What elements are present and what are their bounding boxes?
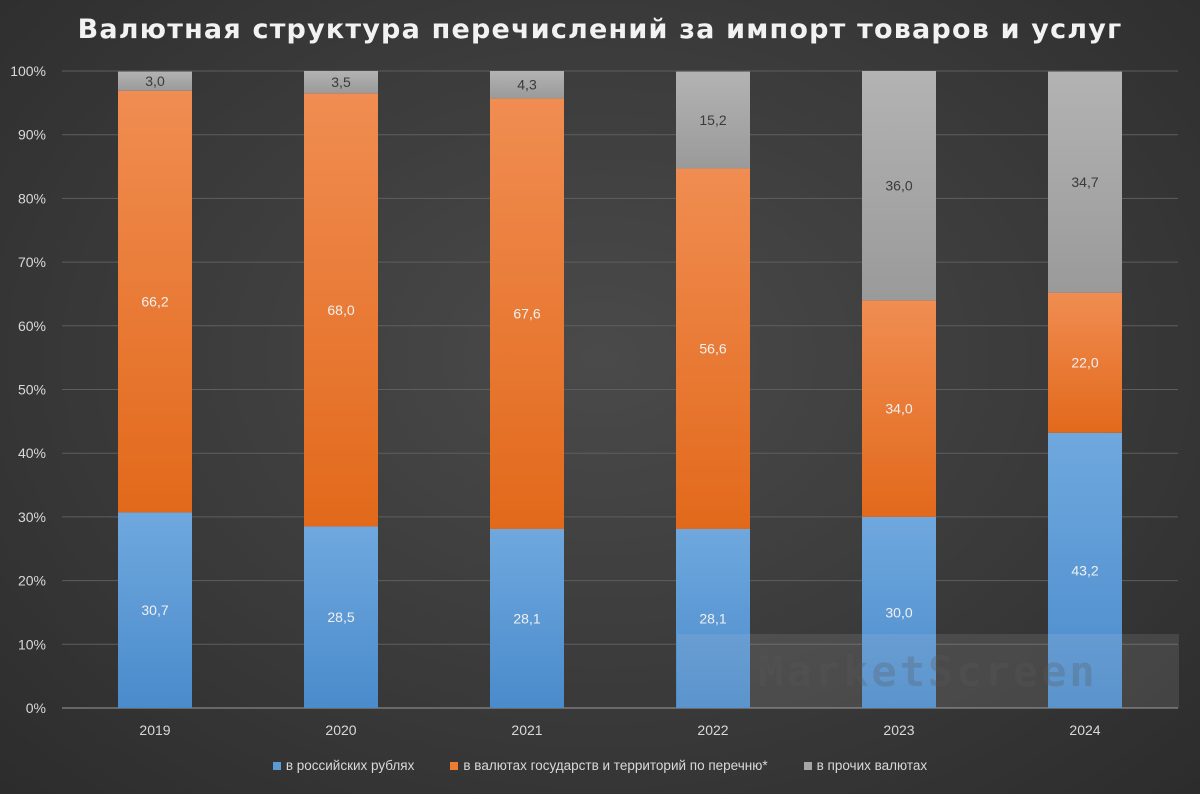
data-label-2021-series-3: 4,3 xyxy=(517,77,537,93)
data-label-2019-series-1: 30,7 xyxy=(141,602,168,618)
bar-segment-2019-series-2 xyxy=(118,90,192,513)
bar-segment-2020-series-2 xyxy=(304,93,378,527)
data-label-2024-series-3: 34,7 xyxy=(1071,174,1098,190)
legend-label: в валютах государств и территорий по пер… xyxy=(463,758,768,773)
data-label-2021-series-2: 67,6 xyxy=(513,306,540,322)
bar-segment-2024-series-1 xyxy=(1048,432,1122,708)
watermark-text: MarketScreen xyxy=(758,646,1098,696)
bar-segment-2021-series-2 xyxy=(490,98,564,530)
bar-segment-2024-series-2 xyxy=(1048,292,1122,433)
bar-segment-2020-series-3 xyxy=(304,71,378,94)
legend-item-2: в валютах государств и территорий по пер… xyxy=(450,758,768,773)
data-label-2019-series-2: 66,2 xyxy=(141,294,168,310)
x-tick-label: 2019 xyxy=(139,722,170,738)
x-tick-label: 2021 xyxy=(511,722,542,738)
data-labels: 30,7 66,2 3,0 28,5 68,0 3,5 28,1 67,6 4,3 28,1 56,… xyxy=(141,73,1098,626)
bar-segment-2023-series-2 xyxy=(862,300,936,517)
legend-swatch xyxy=(450,761,459,770)
data-label-2022-series-3: 15,2 xyxy=(699,112,726,128)
y-tick-label: 90% xyxy=(18,127,46,143)
data-label-2020-series-3: 3,5 xyxy=(331,74,351,90)
data-label-2022-series-2: 56,6 xyxy=(699,341,726,357)
data-label-2022-series-1: 28,1 xyxy=(699,611,726,627)
x-tick-label: 2020 xyxy=(325,722,356,738)
y-tick-label: 70% xyxy=(18,254,46,270)
bar-segment-2019-series-3 xyxy=(118,71,192,91)
data-label-2019-series-3: 3,0 xyxy=(145,73,165,89)
data-label-2023-series-1: 30,0 xyxy=(885,604,912,620)
y-axis-ticks: 0% 10% 20% 30% 40% 50% 60% 70% 80% 90% 100% xyxy=(10,63,46,716)
bar-segment-2022-series-2 xyxy=(676,168,750,530)
data-label-2023-series-3: 36,0 xyxy=(885,178,912,194)
x-tick-label: 2024 xyxy=(1069,722,1100,738)
bars xyxy=(118,71,1122,708)
y-tick-label: 40% xyxy=(18,445,46,461)
bar-segment-2021-series-3 xyxy=(490,71,564,99)
legend-item-1: в российских рублях xyxy=(272,758,415,773)
x-tick-label: 2023 xyxy=(883,722,914,738)
y-tick-label: 10% xyxy=(18,636,46,652)
y-tick-label: 80% xyxy=(18,190,46,206)
legend-swatch xyxy=(803,761,812,770)
chart-title: Валютная структура перечислений за импор… xyxy=(77,14,1123,45)
bar-segment-2019-series-1 xyxy=(118,512,192,708)
x-axis-ticks: 2019 2020 2021 2022 2023 2024 xyxy=(139,722,1100,738)
bar-segment-2024-series-3 xyxy=(1048,71,1122,293)
y-tick-label: 0% xyxy=(26,700,46,716)
y-tick-label: 30% xyxy=(18,509,46,525)
bar-segment-2022-series-1 xyxy=(676,529,750,708)
legend-swatch xyxy=(272,761,281,770)
data-label-2020-series-2: 68,0 xyxy=(327,302,354,318)
bar-segment-2023-series-1 xyxy=(862,516,936,708)
legend-label: в прочих валютах xyxy=(816,758,928,773)
data-label-2024-series-2: 22,0 xyxy=(1071,355,1098,371)
legend-item-3: в прочих валютах xyxy=(803,758,928,773)
legend: в российских рублях в валютах государств … xyxy=(0,758,1200,773)
bar-segment-2020-series-1 xyxy=(304,526,378,708)
data-label-2024-series-1: 43,2 xyxy=(1071,562,1098,578)
y-tick-label: 50% xyxy=(18,382,46,398)
watermark: MarketScreen xyxy=(677,634,1179,708)
data-label-2021-series-1: 28,1 xyxy=(513,611,540,627)
bar-segment-2022-series-3 xyxy=(676,71,750,169)
x-tick-label: 2022 xyxy=(697,722,728,738)
data-label-2023-series-2: 34,0 xyxy=(885,401,912,417)
y-tick-label: 20% xyxy=(18,573,46,589)
bar-segment-2021-series-1 xyxy=(490,529,564,708)
y-tick-label: 100% xyxy=(10,63,46,79)
y-tick-label: 60% xyxy=(18,318,46,334)
gridlines xyxy=(62,70,1178,709)
bar-segment-2023-series-3 xyxy=(862,71,936,301)
data-label-2020-series-1: 28,5 xyxy=(327,609,354,625)
legend-label: в российских рублях xyxy=(285,758,415,773)
